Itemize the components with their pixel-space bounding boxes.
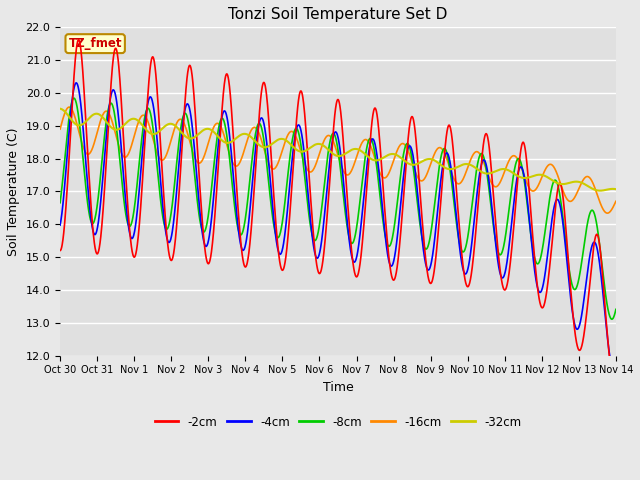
Y-axis label: Soil Temperature (C): Soil Temperature (C)	[7, 127, 20, 256]
Legend: -2cm, -4cm, -8cm, -16cm, -32cm: -2cm, -4cm, -8cm, -16cm, -32cm	[150, 411, 526, 433]
Text: TZ_fmet: TZ_fmet	[68, 37, 122, 50]
Title: Tonzi Soil Temperature Set D: Tonzi Soil Temperature Set D	[228, 7, 447, 22]
X-axis label: Time: Time	[323, 381, 353, 394]
